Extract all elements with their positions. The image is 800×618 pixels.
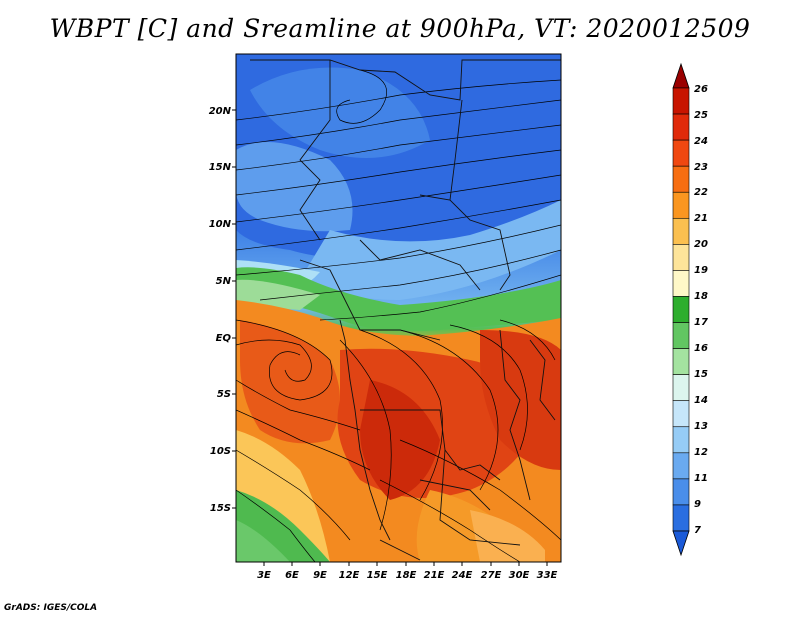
lon-label: 15E [367,570,388,581]
lon-label: 18E [396,570,417,581]
colorbar-cell [672,400,690,428]
colorbar-label: 22 [694,187,708,198]
colorbar-cell [672,270,690,297]
colorbar-label: 12 [694,447,708,458]
lat-label: 10S [210,446,231,457]
lon-label: 3E [257,570,271,581]
colorbar-labels: 26 25 24 23 22 21 20 19 18 17 16 15 14 1… [694,84,708,536]
lon-label: 12E [339,570,360,581]
colorbar-label: 13 [694,421,708,432]
lat-label: 5S [217,389,231,400]
chart-title: WBPT [C] and Sreamline at 900hPa, VT: 20… [49,14,751,43]
lat-label: 15N [209,162,232,173]
colorbar-cell [672,322,690,349]
colorbar-label: 9 [694,499,701,510]
colorbar-cell [672,452,690,480]
lon-label: 6E [285,570,299,581]
colorbar-cell [672,244,690,271]
lon-label: 9E [313,570,327,581]
lon-label: 21E [424,570,445,581]
colorbar-cell [672,426,690,454]
colorbar-cell [672,165,690,193]
lat-label: 20N [209,106,232,117]
colorbar-cell [672,87,690,115]
lon-label: 30E [509,570,530,581]
wbpt-field [236,54,561,562]
lat-label: 15S [210,503,231,514]
colorbar-label: 23 [694,162,708,173]
longitude-axis: 3E 6E 9E 12E 15E 18E 21E 24E 27E 30E 33E [257,562,558,581]
lon-label: 24E [452,570,473,581]
colorbar: 26 25 24 23 22 21 20 19 18 17 16 15 14 1… [672,62,708,557]
colorbar-bottom-arrow [672,530,690,557]
colorbar-cell [672,217,690,245]
colorbar-label: 26 [694,84,708,95]
colorbar-label: 20 [694,239,708,250]
latitude-axis: 20N 15N 10N 5N EQ 5S 10S 15S [209,106,236,514]
colorbar-label: 18 [694,291,708,302]
lon-label: 27E [481,570,502,581]
colorbar-cell [672,139,690,167]
colorbar-cell [672,374,690,402]
streamlines [236,69,561,562]
lon-label: 33E [537,570,558,581]
colorbar-top-arrow [672,62,690,89]
colorbar-label: 25 [694,110,708,121]
colorbar-cell [672,478,690,506]
colorbar-cell [672,113,690,141]
colorbar-label: 15 [694,369,708,380]
colorbar-cell [672,296,690,323]
colorbar-label: 19 [694,265,708,276]
lat-label: 5N [216,276,232,287]
lat-label: 10N [209,219,232,230]
colorbar-label: 24 [694,136,708,147]
colorbar-cell [672,191,690,219]
colorbar-label: 7 [694,525,701,536]
colorbar-label: 14 [694,395,708,406]
colorbar-label: 16 [694,343,708,354]
credit-text: GrADS: IGES/COLA [4,603,98,613]
borders [250,59,561,561]
map-frame [235,53,562,563]
colorbar-cell [672,348,690,375]
colorbar-cell [672,504,690,532]
lat-label: EQ [216,333,232,344]
colorbar-label: 21 [694,213,708,224]
colorbar-label: 11 [694,473,708,484]
colorbar-label: 17 [694,317,708,328]
